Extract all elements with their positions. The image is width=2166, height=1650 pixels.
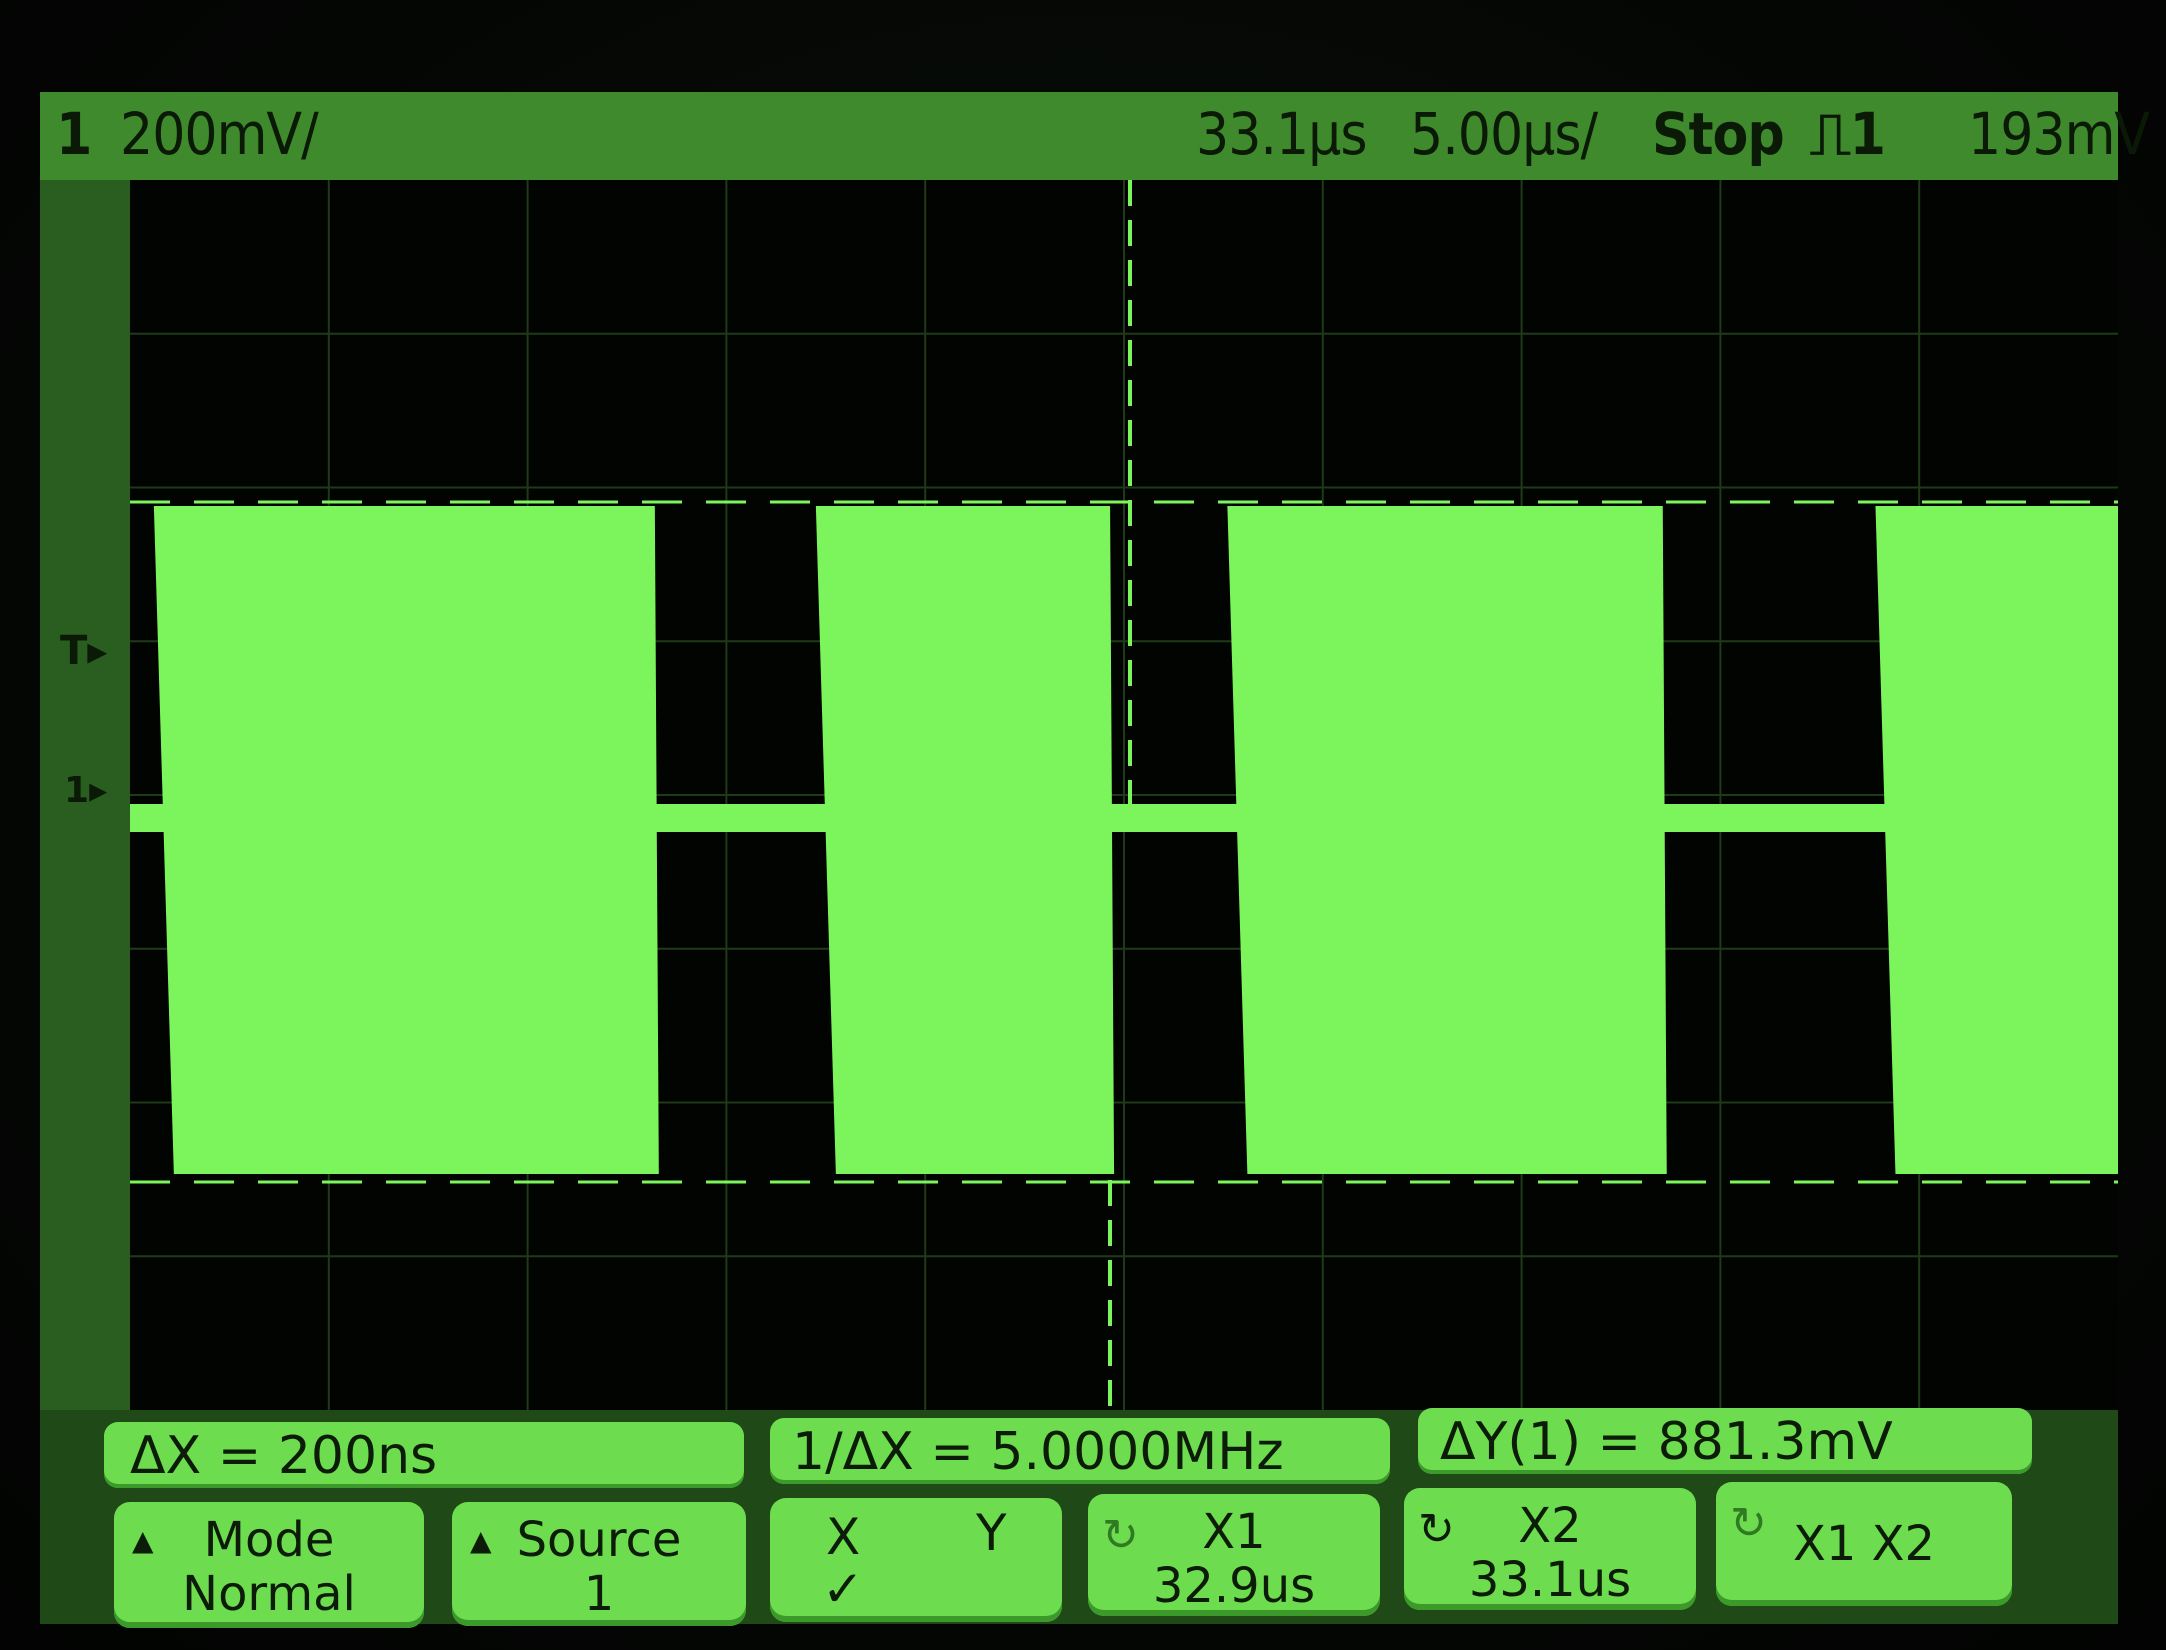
mode-softkey[interactable]: ▲ Mode Normal xyxy=(114,1502,424,1628)
status-bar xyxy=(40,92,2118,180)
trigger-level-marker: T▸ xyxy=(60,628,108,674)
y-label: Y xyxy=(976,1504,1007,1562)
trigger-source-value: 1 xyxy=(1849,100,1886,168)
source-softkey[interactable]: ▲ Source 1 xyxy=(452,1502,746,1626)
x-label: X xyxy=(826,1508,861,1566)
up-arrow-icon: ▲ xyxy=(132,1524,154,1557)
run-state: Stop xyxy=(1652,100,1785,168)
x1x2-title: X1 X2 xyxy=(1792,1516,1936,1572)
time-position: 33.1μs xyxy=(1196,100,1368,168)
channel-ground-marker: 1▸ xyxy=(64,770,108,811)
channel-number: 1 xyxy=(56,100,92,168)
delta-y-readout: ΔY(1) = 881.3mV xyxy=(1418,1408,2032,1474)
channel-marker-label: 1 xyxy=(64,770,90,811)
graticule xyxy=(130,180,2118,1410)
waveform-display xyxy=(130,180,2118,1410)
trigger-level: 193mV xyxy=(1968,100,2150,168)
trigger-edge-icon: ⎍ xyxy=(1810,100,1851,168)
x-selected-check-icon: ✓ xyxy=(822,1560,864,1618)
x2-title: X2 xyxy=(1518,1498,1582,1554)
marker-strip xyxy=(40,180,130,1410)
inverse-delta-x-readout: 1/ΔX = 5.0000MHz xyxy=(770,1418,1390,1484)
x1-cursor-softkey[interactable]: ↻ X1 32.9us xyxy=(1088,1494,1380,1616)
source-title: Source xyxy=(516,1512,682,1568)
delta-x-readout: ΔX = 200ns xyxy=(104,1422,744,1488)
delta-y-text: ΔY(1) = 881.3mV xyxy=(1440,1412,1893,1472)
x2-cursor-softkey[interactable]: ↻ X2 33.1us xyxy=(1404,1488,1696,1610)
time-per-div: 5.00μs/ xyxy=(1410,100,1598,168)
trigger-source: ⎍1 xyxy=(1810,100,1886,169)
inverse-delta-x-text: 1/ΔX = 5.0000MHz xyxy=(792,1422,1284,1482)
x1-title: X1 xyxy=(1202,1504,1266,1560)
knob-icon: ↻ xyxy=(1418,1504,1455,1555)
x1-value: 32.9us xyxy=(1152,1558,1316,1614)
mode-value: Normal xyxy=(182,1566,356,1622)
delta-x-text: ΔX = 200ns xyxy=(130,1426,438,1486)
mode-title: Mode xyxy=(203,1512,335,1568)
waveform-burst xyxy=(815,506,1115,1174)
volts-per-div: 200mV/ xyxy=(120,100,319,168)
x1x2-cursor-softkey[interactable]: ↻ X1 X2 xyxy=(1716,1482,2012,1606)
waveform-burst xyxy=(1875,506,2118,1174)
trigger-marker-label: T xyxy=(60,628,88,674)
waveform-burst xyxy=(153,506,659,1174)
xy-softkey[interactable]: X Y ✓ xyxy=(770,1498,1062,1622)
x2-value: 33.1us xyxy=(1468,1552,1632,1608)
waveform-burst xyxy=(1227,506,1667,1174)
knob-icon: ↻ xyxy=(1730,1498,1767,1549)
source-value: 1 xyxy=(583,1566,615,1622)
knob-icon: ↻ xyxy=(1102,1510,1139,1561)
up-arrow-icon: ▲ xyxy=(470,1524,492,1557)
